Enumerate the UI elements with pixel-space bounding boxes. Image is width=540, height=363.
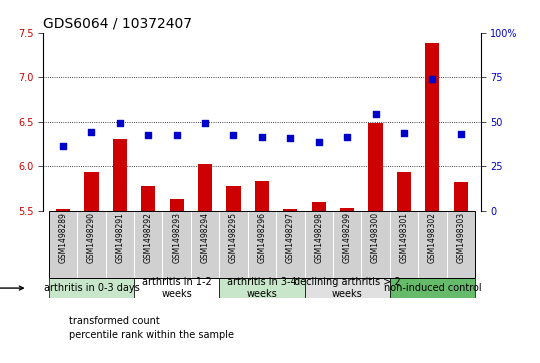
Bar [55,316,63,326]
Text: GSM1498293: GSM1498293 [172,212,181,263]
Text: GDS6064 / 10372407: GDS6064 / 10372407 [43,16,192,30]
Point [172,132,181,138]
FancyBboxPatch shape [219,211,248,278]
Point [428,76,437,82]
Point [371,111,380,117]
FancyBboxPatch shape [305,278,390,298]
Bar [368,123,383,211]
Text: GSM1498296: GSM1498296 [258,212,266,263]
Text: GSM1498298: GSM1498298 [314,212,323,263]
Text: GSM1498303: GSM1498303 [456,215,465,266]
Text: GSM1498295: GSM1498295 [229,212,238,263]
FancyBboxPatch shape [276,211,305,278]
Text: GSM1498302: GSM1498302 [428,212,437,263]
Bar [55,331,63,341]
Text: arthritis in 0-3 days: arthritis in 0-3 days [44,283,139,293]
FancyBboxPatch shape [134,278,219,298]
Bar [226,185,241,211]
FancyBboxPatch shape [305,211,333,278]
Bar [283,209,298,211]
Text: percentile rank within the sample: percentile rank within the sample [69,330,234,340]
FancyBboxPatch shape [191,211,219,278]
FancyBboxPatch shape [49,278,134,298]
Text: GSM1498289: GSM1498289 [58,215,68,266]
Text: GSM1498290: GSM1498290 [87,212,96,263]
Bar [340,208,354,211]
Text: GSM1498290: GSM1498290 [87,215,96,266]
Text: arthritis in 1-2
weeks: arthritis in 1-2 weeks [142,277,212,299]
Point [258,134,266,140]
Text: GSM1498293: GSM1498293 [172,215,181,266]
Text: GSM1498294: GSM1498294 [200,215,210,266]
Text: arthritis in 3-4
weeks: arthritis in 3-4 weeks [227,277,296,299]
FancyBboxPatch shape [219,278,305,298]
FancyBboxPatch shape [134,211,163,278]
Text: GSM1498301: GSM1498301 [400,212,408,263]
Text: GSM1498301: GSM1498301 [400,215,408,266]
Text: time: time [0,283,23,293]
Text: GSM1498295: GSM1498295 [229,215,238,266]
Text: transformed count: transformed count [69,316,159,326]
Point [400,130,408,136]
Point [201,121,210,126]
Point [456,131,465,137]
Bar [113,139,127,211]
Text: GSM1498299: GSM1498299 [342,215,352,266]
FancyBboxPatch shape [248,211,276,278]
Text: GSM1498297: GSM1498297 [286,212,295,263]
Text: GSM1498292: GSM1498292 [144,212,153,263]
Text: GSM1498291: GSM1498291 [116,212,124,263]
Bar [141,185,156,211]
FancyBboxPatch shape [106,211,134,278]
Point [229,132,238,138]
Bar [170,199,184,211]
Bar [198,164,212,211]
FancyBboxPatch shape [49,211,77,278]
Text: non-induced control: non-induced control [383,283,481,293]
FancyBboxPatch shape [163,211,191,278]
Bar [84,172,99,211]
Text: declining arthritis > 2
weeks: declining arthritis > 2 weeks [294,277,401,299]
Text: GSM1498300: GSM1498300 [371,215,380,266]
FancyBboxPatch shape [333,211,361,278]
FancyBboxPatch shape [390,211,418,278]
Point [286,135,295,140]
Point [59,143,68,148]
Text: GSM1498291: GSM1498291 [116,215,124,266]
Bar [454,182,468,211]
FancyBboxPatch shape [418,211,447,278]
FancyBboxPatch shape [390,278,475,298]
Text: GSM1498302: GSM1498302 [428,215,437,266]
FancyBboxPatch shape [361,211,390,278]
Point [314,139,323,145]
Text: GSM1498303: GSM1498303 [456,212,465,264]
Text: GSM1498296: GSM1498296 [258,215,266,266]
Point [343,134,352,140]
Bar [425,43,440,211]
Point [116,121,124,126]
Text: GSM1498294: GSM1498294 [200,212,210,263]
Point [144,132,153,138]
Text: GSM1498300: GSM1498300 [371,212,380,264]
Text: GSM1498297: GSM1498297 [286,215,295,266]
Point [87,129,96,135]
Text: GSM1498292: GSM1498292 [144,215,153,266]
Text: GSM1498289: GSM1498289 [58,212,68,263]
Bar [255,181,269,211]
FancyBboxPatch shape [77,211,106,278]
Bar [312,202,326,211]
Text: GSM1498299: GSM1498299 [342,212,352,263]
Text: GSM1498298: GSM1498298 [314,215,323,266]
Bar [56,209,70,211]
FancyBboxPatch shape [447,211,475,278]
Bar [397,172,411,211]
